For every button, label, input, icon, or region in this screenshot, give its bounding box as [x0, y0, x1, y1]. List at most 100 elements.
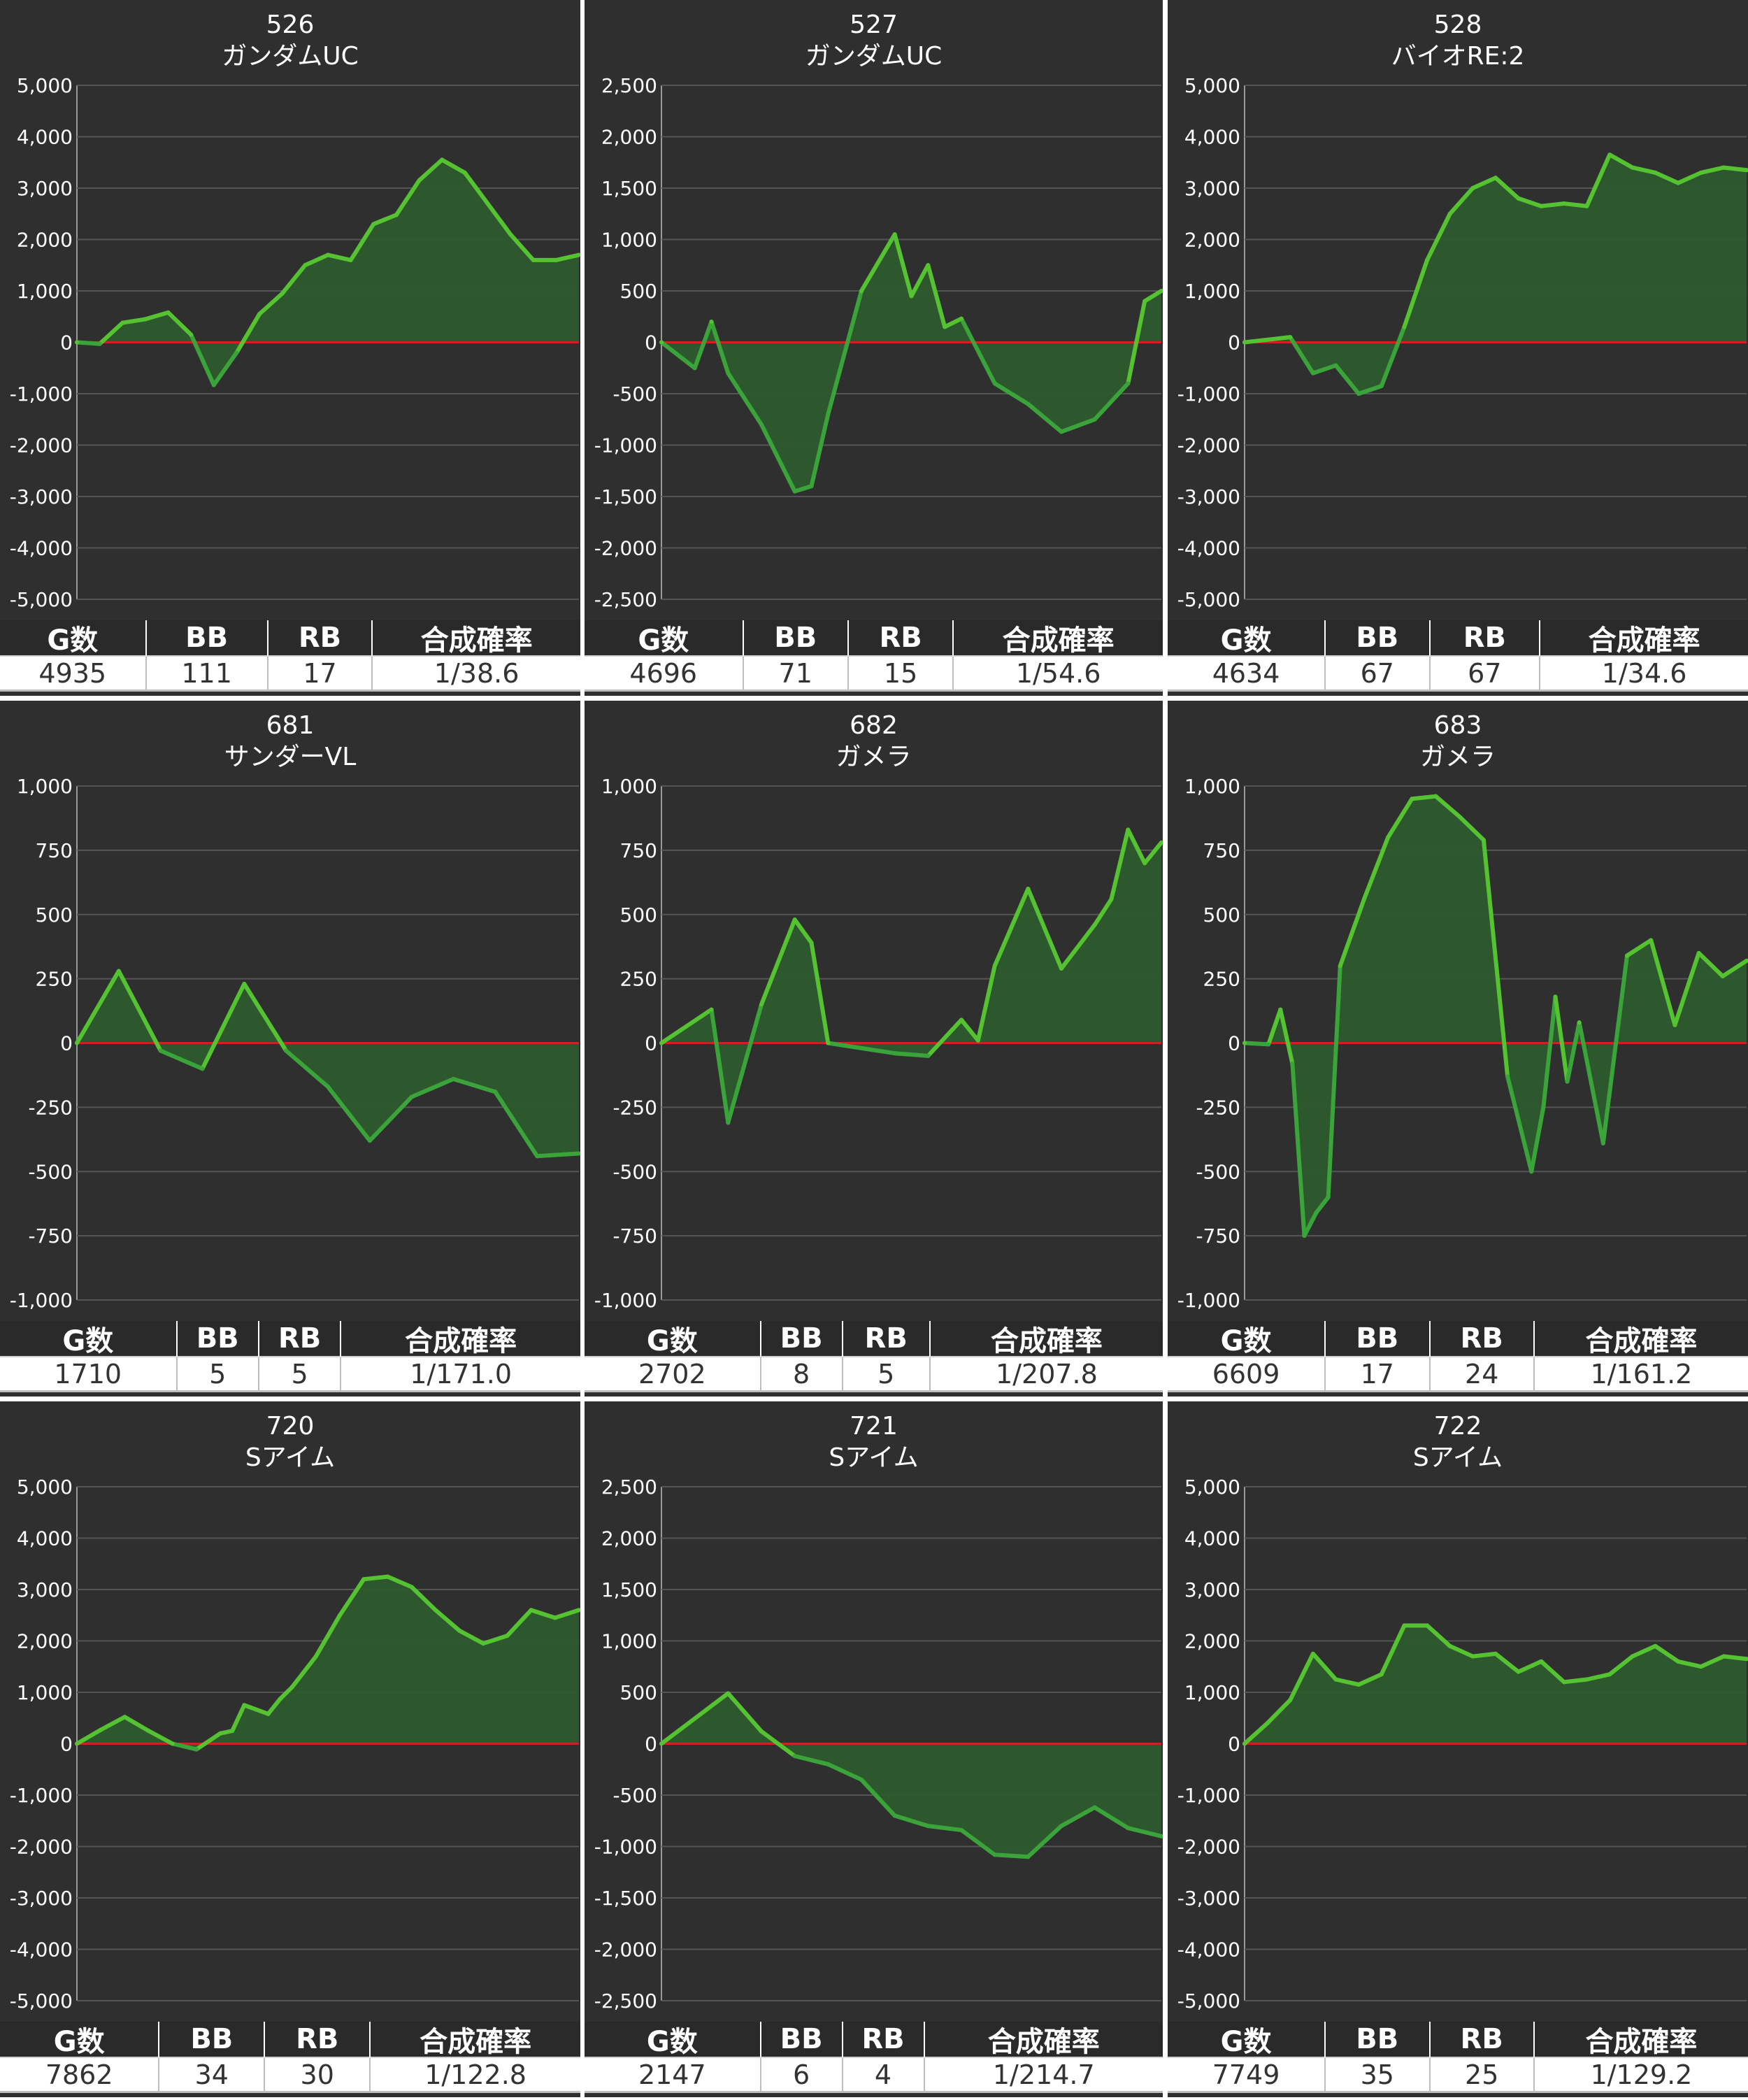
data-point: [1159, 840, 1163, 845]
balance-line-segment: [659, 340, 697, 371]
data-point: [792, 917, 797, 922]
balance-line-segment: [1698, 165, 1726, 175]
stats-table: G数 BB RB 合成確率 4935 111 17 1/38.6: [0, 620, 580, 692]
data-point: [1745, 958, 1748, 963]
y-tick-label: 500: [620, 903, 657, 927]
combined-prob-value: 1/54.6: [952, 657, 1163, 692]
rb-header: RB: [257, 1321, 341, 1357]
balance-line-segment: [1333, 1677, 1361, 1687]
data-point: [120, 320, 125, 325]
balance-line-segment: [1026, 1824, 1063, 1859]
data-point: [892, 232, 897, 237]
y-tick-label: -5,000: [1177, 588, 1240, 611]
y-tick-label: -5,000: [1177, 1990, 1240, 2013]
data-point: [1290, 1061, 1295, 1066]
balance-line-segment: [1266, 1007, 1283, 1047]
y-tick-label: 1,000: [17, 280, 73, 303]
data-point: [462, 170, 467, 175]
balance-line-segment: [1142, 840, 1163, 866]
balance-line-segment: [926, 263, 947, 329]
data-point: [1607, 152, 1612, 157]
data-point: [1126, 827, 1131, 832]
balance-line-segment: [1653, 170, 1681, 185]
g-count-value: 4935: [0, 657, 145, 692]
data-point: [1142, 299, 1147, 303]
balance-line-segment: [457, 1628, 486, 1646]
data-point: [1539, 1659, 1544, 1664]
data-point: [1653, 170, 1658, 175]
balance-line-segment: [1470, 1651, 1498, 1659]
balance-line-segment: [367, 1094, 414, 1143]
y-tick-label: -1,500: [594, 485, 657, 508]
balance-line-segment: [451, 1076, 498, 1094]
data-point: [1109, 897, 1114, 901]
data-point: [1026, 1855, 1031, 1859]
balance-line-segment: [284, 1048, 330, 1089]
balance-line-segment: [116, 969, 163, 1053]
y-tick-label: -1,000: [1177, 1289, 1240, 1312]
data-point: [280, 291, 285, 296]
data-point: [759, 1729, 764, 1734]
y-tick-label: -750: [1196, 1224, 1240, 1248]
data-point: [348, 257, 353, 262]
y-tick-label: 2,000: [601, 126, 657, 149]
g-count-header: G数: [0, 2022, 159, 2058]
balance-line-segment: [1425, 211, 1452, 262]
machine-number: 720: [266, 1412, 315, 1441]
balance-chart: 1,000 750 500 250 0 -250 -500 -750 -1,000: [1177, 775, 1748, 1312]
balance-line-segment: [1326, 964, 1342, 1199]
data-point: [1653, 1643, 1658, 1648]
balance-chart: 2,500 2,000 1,500 1,000 500 0 -500 -1,000 -1,500…: [594, 74, 1163, 611]
balance-line-segment: [1649, 938, 1677, 1027]
balance-line-segment: [289, 1654, 318, 1690]
y-tick-label: 0: [1228, 1733, 1240, 1756]
y-tick-label: 750: [620, 839, 657, 862]
data-point: [284, 1048, 289, 1053]
y-tick-label: 1,000: [1184, 280, 1240, 303]
g-count-value: 4634: [1168, 657, 1325, 692]
balance-line-segment: [361, 1574, 390, 1582]
balance-line-segment: [1059, 922, 1097, 971]
y-tick-label: -1,500: [594, 1887, 657, 1910]
machine-name: Sアイム: [1412, 1443, 1503, 1472]
data-point: [726, 1120, 731, 1125]
balance-line-segment: [505, 1608, 533, 1638]
y-tick-label: 1,500: [601, 177, 657, 200]
bb-value: 34: [158, 2058, 264, 2093]
data-point: [1092, 922, 1097, 927]
data-point: [859, 1045, 864, 1050]
bb-value: 35: [1324, 2058, 1429, 2093]
balance-line-segment: [826, 1041, 864, 1050]
data-point: [1577, 1020, 1582, 1025]
y-tick-label: -1,000: [594, 1836, 657, 1859]
data-point: [1402, 1623, 1407, 1628]
combined-prob-value: 1/161.2: [1533, 1357, 1748, 1392]
balance-line-segment: [97, 320, 125, 346]
balance-line-segment: [1539, 1659, 1566, 1685]
balance-line-segment: [1721, 165, 1748, 173]
data-point: [481, 1641, 486, 1646]
machine-number: 682: [850, 711, 898, 740]
y-tick-label: 500: [1203, 903, 1240, 927]
balance-line-segment: [234, 312, 262, 355]
y-tick-label: 1,000: [17, 1681, 73, 1704]
balance-line-segment: [1126, 1826, 1163, 1838]
data-point: [531, 257, 536, 262]
balance-line-segment: [759, 917, 797, 1007]
g-count-value: 4696: [585, 657, 743, 692]
balance-line-segment: [1092, 381, 1131, 422]
balance-chart: 1,000 750 500 250 0 -250 -500 -750 -1,000: [594, 775, 1163, 1312]
y-tick-label: -1,000: [1177, 383, 1240, 406]
data-point: [1379, 383, 1384, 388]
data-point: [959, 316, 963, 321]
balance-line-segment: [1447, 1643, 1475, 1659]
data-point: [1698, 170, 1703, 175]
data-point: [959, 1827, 963, 1832]
data-point: [759, 422, 764, 427]
balance-line-segment: [1265, 1698, 1293, 1726]
data-point: [577, 1608, 580, 1613]
balance-line-segment: [1720, 958, 1748, 978]
balance-line-segment: [529, 1608, 557, 1620]
data-point: [75, 1041, 79, 1045]
balance-line-segment: [394, 178, 422, 217]
